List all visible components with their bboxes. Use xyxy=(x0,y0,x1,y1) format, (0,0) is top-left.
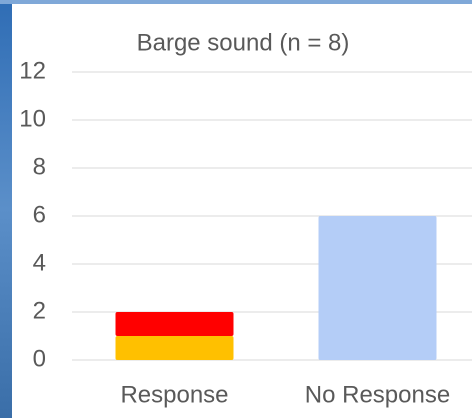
desktop-background xyxy=(0,0,12,418)
x-tick-label: Response xyxy=(120,381,228,408)
bar-segment xyxy=(318,216,437,360)
window-edge xyxy=(0,0,472,4)
y-tick-label: 12 xyxy=(19,57,46,84)
bar-segment xyxy=(115,336,234,360)
y-tick-label: 6 xyxy=(33,201,46,228)
bar-segment xyxy=(115,312,234,336)
chart-title: Barge sound (n = 8) xyxy=(137,29,350,56)
y-tick-label: 0 xyxy=(33,345,46,372)
y-tick-label: 2 xyxy=(33,297,46,324)
x-tick-label: No Response xyxy=(305,381,450,408)
y-tick-label: 4 xyxy=(33,249,46,276)
y-tick-label: 8 xyxy=(33,153,46,180)
y-tick-label: 10 xyxy=(19,105,46,132)
